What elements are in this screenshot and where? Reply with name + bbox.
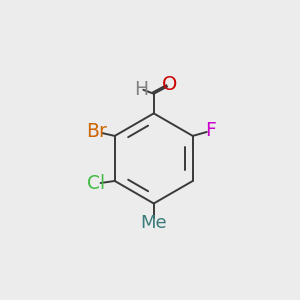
- Text: O: O: [162, 76, 177, 94]
- Text: Me: Me: [140, 214, 167, 232]
- Text: Cl: Cl: [86, 174, 105, 193]
- Text: Br: Br: [86, 122, 107, 141]
- Text: H: H: [134, 80, 148, 99]
- Text: F: F: [205, 121, 216, 140]
